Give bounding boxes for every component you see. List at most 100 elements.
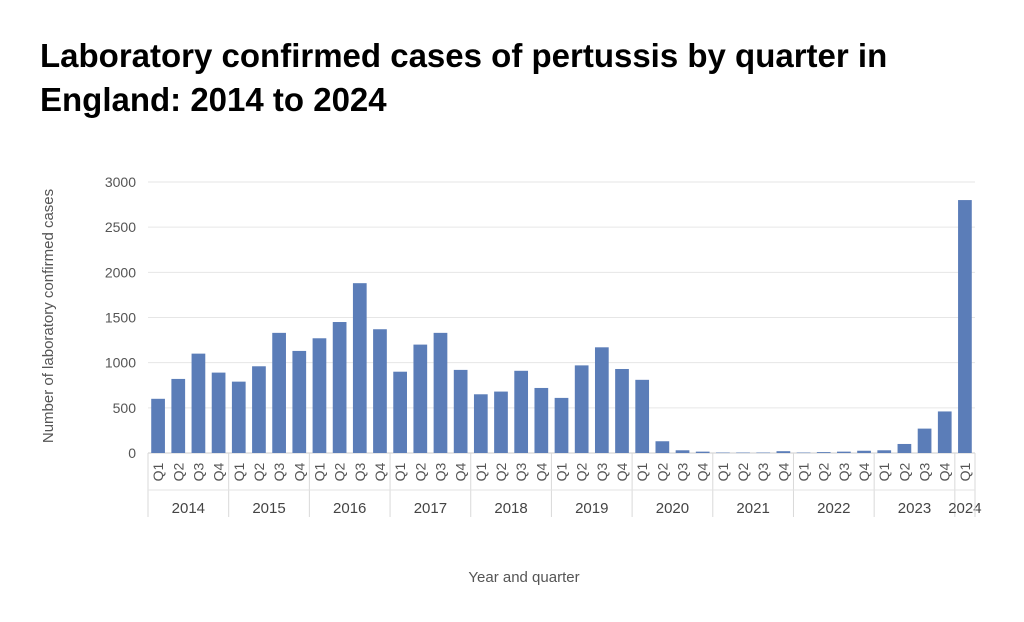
y-axis-title: Number of laboratory confirmed cases xyxy=(40,189,57,443)
bar xyxy=(393,371,407,453)
x-tick-label: Q2 xyxy=(896,462,912,481)
x-tick-label: Q3 xyxy=(432,462,448,481)
year-label: 2017 xyxy=(414,500,447,517)
x-tick-label: Q1 xyxy=(554,462,570,481)
bar xyxy=(655,441,670,453)
bar xyxy=(695,451,710,453)
x-tick-label: Q3 xyxy=(271,462,287,481)
x-tick-label: Q1 xyxy=(392,462,408,481)
x-axis: Q1 Q2 Q3 Q4 Q1 Q2 Q3 Q4 Q1 Q2 Q3 Q4 Q1 Q2 Q3 Q4 Q1 Q2 Q3 Q4… xyxy=(147,453,982,517)
x-tick-label: Q4 xyxy=(695,462,711,481)
year-label: 2019 xyxy=(575,500,608,517)
x-tick-label: Q4 xyxy=(614,462,630,481)
bar xyxy=(514,370,529,453)
bar xyxy=(171,378,186,453)
bar xyxy=(494,391,508,453)
x-tick-label: Q1 xyxy=(634,462,650,481)
x-tick-label: Q3 xyxy=(352,462,368,481)
x-tick-label: Q4 xyxy=(533,462,549,481)
x-tick-label: Q1 xyxy=(311,462,327,481)
x-tick-label: Q2 xyxy=(170,462,186,481)
x-tick-label: Q1 xyxy=(150,462,166,481)
x-tick-label: Q2 xyxy=(332,462,348,481)
bar xyxy=(736,452,750,454)
bar xyxy=(453,369,468,453)
y-tick-label: 500 xyxy=(113,400,137,416)
bar xyxy=(332,322,347,453)
x-tick-label: Q4 xyxy=(291,462,307,481)
year-label: 2016 xyxy=(333,500,366,517)
x-tick-label: Q3 xyxy=(836,462,852,481)
chart-title: Laboratory confirmed cases of pertussis … xyxy=(40,37,888,118)
bar xyxy=(352,283,367,453)
year-label: 2014 xyxy=(172,500,205,517)
bar xyxy=(958,200,972,453)
bar xyxy=(252,366,266,453)
bar xyxy=(857,450,871,453)
year-label: 2022 xyxy=(817,500,850,517)
y-axis-ticks: 0 500 1000 1500 2000 2500 3000 xyxy=(105,174,136,461)
bar xyxy=(816,452,831,453)
x-tick-label: Q3 xyxy=(675,462,691,481)
year-label: 2018 xyxy=(494,500,527,517)
bar xyxy=(151,398,165,453)
x-tick-label: Q1 xyxy=(473,462,489,481)
year-label: 2020 xyxy=(656,500,689,517)
year-label: 2015 xyxy=(252,500,285,517)
x-tick-label: Q4 xyxy=(775,462,791,481)
y-tick-label: 3000 xyxy=(105,174,136,190)
bar xyxy=(373,329,387,453)
bar xyxy=(534,387,549,453)
year-label: 2021 xyxy=(736,500,769,517)
bar xyxy=(837,451,851,453)
bar xyxy=(776,451,791,453)
x-tick-label: Q1 xyxy=(231,462,247,481)
x-tick-label: Q2 xyxy=(654,462,670,481)
bar xyxy=(211,372,226,453)
x-tick-label: Q1 xyxy=(876,462,892,481)
bar xyxy=(635,379,650,453)
bar xyxy=(594,347,609,453)
bar xyxy=(433,332,448,453)
x-axis-title: Year and quarter xyxy=(468,569,579,586)
x-tick-label: Q2 xyxy=(816,462,832,481)
y-tick-label: 1000 xyxy=(105,355,136,371)
y-tick-label: 0 xyxy=(128,445,136,461)
bar xyxy=(272,332,286,453)
bar xyxy=(716,452,730,454)
bar xyxy=(231,381,246,453)
x-tick-label: Q1 xyxy=(715,462,731,481)
bar xyxy=(877,450,892,453)
x-tick-label: Q4 xyxy=(372,462,388,481)
x-tick-label: Q2 xyxy=(574,462,590,481)
bar xyxy=(675,450,690,453)
x-tick-label: Q1 xyxy=(957,462,973,481)
x-tick-label: Q4 xyxy=(453,462,469,481)
year-label: 2024 xyxy=(948,500,981,517)
x-tick-label: Q1 xyxy=(796,462,812,481)
x-tick-label: Q3 xyxy=(594,462,610,481)
x-tick-label: Q2 xyxy=(735,462,751,481)
x-tick-label: Q3 xyxy=(755,462,771,481)
year-label: 2023 xyxy=(898,500,931,517)
x-tick-label: Q2 xyxy=(412,462,428,481)
x-tick-label: Q4 xyxy=(211,462,227,481)
x-tick-label: Q3 xyxy=(917,462,933,481)
bars xyxy=(151,200,972,454)
x-tick-label: Q4 xyxy=(856,462,872,481)
bar xyxy=(292,350,307,453)
bar xyxy=(615,368,629,453)
bar xyxy=(413,344,428,453)
bar xyxy=(574,365,589,453)
x-tick-label: Q2 xyxy=(493,462,509,481)
x-tick-label: Q4 xyxy=(937,462,953,481)
bar xyxy=(897,443,912,453)
bar xyxy=(756,452,771,454)
bar xyxy=(312,338,327,453)
y-tick-label: 2000 xyxy=(105,264,136,280)
bar xyxy=(191,353,206,453)
x-tick-label: Q3 xyxy=(190,462,206,481)
bar xyxy=(937,411,952,453)
y-tick-label: 2500 xyxy=(105,219,136,235)
